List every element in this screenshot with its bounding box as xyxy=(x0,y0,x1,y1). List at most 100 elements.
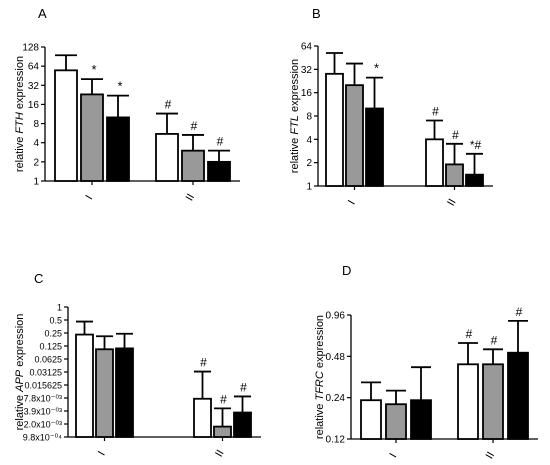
y-axis-label-gene: TFRC xyxy=(314,371,326,400)
significance-mark: # xyxy=(217,135,224,149)
y-axis-label-prefix: relative xyxy=(289,135,301,174)
y-tick-label: 7.8x10⁻⁰³ xyxy=(24,394,62,404)
bar xyxy=(193,397,212,438)
y-tick-label: 1 xyxy=(33,177,39,188)
significance-mark: # xyxy=(432,104,439,118)
y-axis-label-suffix: expression xyxy=(314,315,326,371)
y-tick-label: 0.48 xyxy=(326,352,346,363)
bar xyxy=(385,403,407,440)
y-tick-label: 2 xyxy=(306,158,312,169)
y-tick-label: 0.25 xyxy=(44,329,62,339)
y-axis-label-gene: FTH xyxy=(14,112,26,133)
bar xyxy=(325,72,344,187)
significance-mark: * xyxy=(91,62,96,77)
y-axis-label-gene: FTL xyxy=(289,115,301,135)
panel-label: B xyxy=(312,6,321,21)
y-axis-label-suffix: expression xyxy=(14,314,26,370)
bar xyxy=(482,363,504,440)
bar xyxy=(233,411,252,438)
x-group-label: I xyxy=(96,449,108,458)
bar xyxy=(115,347,134,438)
bar xyxy=(425,138,444,187)
significance-mark: * xyxy=(374,61,379,76)
chart-panel-c: C 9.8x10⁻⁰⁴ 2.0x10⁻⁰³ 3.9x10⁻⁰³ 7.8x10⁻⁰³ 0.0… xyxy=(14,271,261,459)
bar xyxy=(457,363,479,440)
bar xyxy=(410,399,432,440)
y-axis-label: relative FTL expression xyxy=(289,59,301,173)
y-tick-label: 9.8x10⁻⁰⁴ xyxy=(23,433,62,443)
bar xyxy=(345,84,364,187)
bar xyxy=(54,69,78,182)
panel-label: C xyxy=(34,271,43,286)
bar xyxy=(181,149,205,182)
significance-mark: # xyxy=(191,119,198,133)
y-tick-label: 1 xyxy=(306,182,312,193)
y-tick-label: 2 xyxy=(33,157,39,168)
bar xyxy=(75,333,94,438)
x-group-label: II xyxy=(484,450,497,461)
y-tick-label: 0.12 xyxy=(326,435,346,446)
panel-label: A xyxy=(38,6,47,21)
y-axis-label-suffix: expression xyxy=(289,59,301,115)
bar xyxy=(213,425,232,438)
y-axis-label: relative APP expression xyxy=(14,314,26,431)
chart-panel-a: A 1 2 4 8 16 32 64 128 relative FTH expression * * I… xyxy=(14,6,240,203)
bar xyxy=(106,116,130,182)
bar xyxy=(507,351,529,440)
y-tick-label: 3.9x10⁻⁰³ xyxy=(24,407,62,417)
bar xyxy=(365,107,384,187)
x-group-label: I xyxy=(387,451,399,460)
y-tick-label: 64 xyxy=(28,62,40,73)
y-tick-label: 0.96 xyxy=(326,311,346,322)
x-group-label: II xyxy=(184,192,197,203)
bar xyxy=(465,173,484,187)
y-tick-label: 32 xyxy=(28,81,40,92)
y-tick-label: 8 xyxy=(33,119,39,130)
y-tick-label: 8 xyxy=(306,112,312,123)
y-tick-label: 0.24 xyxy=(326,393,346,404)
y-axis-label-gene: APP xyxy=(14,369,26,393)
y-tick-label: 0.03125 xyxy=(29,368,62,378)
y-axis-label-suffix: expression xyxy=(14,56,26,112)
significance-mark: * xyxy=(117,79,122,94)
significance-mark: # xyxy=(491,333,498,347)
y-tick-label: 16 xyxy=(28,100,40,111)
y-tick-label: 16 xyxy=(301,88,313,99)
y-tick-label: 128 xyxy=(22,43,39,54)
y-axis-label-prefix: relative xyxy=(314,401,326,440)
y-tick-label: 4 xyxy=(306,135,312,146)
significance-mark: # xyxy=(466,327,473,341)
panel-label: D xyxy=(342,263,351,278)
x-group-label: I xyxy=(83,193,95,202)
y-tick-label: 0.125 xyxy=(39,342,62,352)
y-tick-label: 0.5 xyxy=(49,316,62,326)
bar xyxy=(207,160,231,182)
significance-mark: # xyxy=(165,98,172,112)
significance-mark: # xyxy=(240,380,247,394)
significance-mark: *# xyxy=(470,138,482,152)
y-axis-label: relative TFRC expression xyxy=(314,315,326,439)
y-tick-label: 64 xyxy=(301,42,313,53)
x-group-label: II xyxy=(445,197,458,208)
bar xyxy=(360,399,382,440)
bar xyxy=(155,133,179,182)
bar xyxy=(80,93,104,182)
y-tick-label: 2.0x10⁻⁰³ xyxy=(24,420,62,430)
y-axis-label-prefix: relative xyxy=(14,392,26,431)
x-group-label: II xyxy=(213,448,226,459)
significance-mark: # xyxy=(200,356,207,370)
y-axis-label: relative FTH expression xyxy=(14,56,26,172)
significance-mark: # xyxy=(452,128,459,142)
y-axis-label-prefix: relative xyxy=(14,134,26,173)
significance-mark: # xyxy=(516,305,523,319)
y-tick-label: 32 xyxy=(301,65,313,76)
x-group-label: I xyxy=(346,198,358,207)
y-tick-label: 0.015625 xyxy=(24,381,62,391)
y-tick-label: 4 xyxy=(33,138,39,149)
significance-mark: # xyxy=(220,392,227,406)
bar xyxy=(95,348,114,438)
y-tick-label: 0.0625 xyxy=(34,355,62,365)
